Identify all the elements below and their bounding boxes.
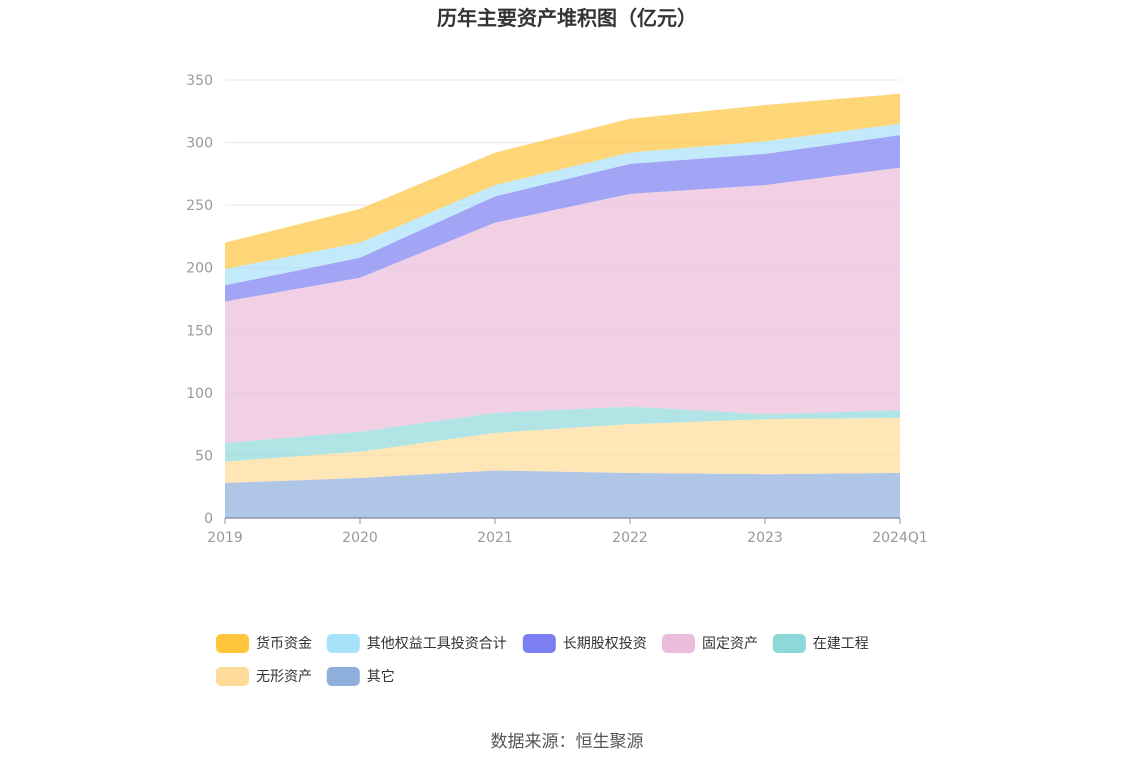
y-tick-label: 100 <box>186 386 213 402</box>
area-3 <box>225 167 900 443</box>
legend-item[interactable]: 其它 <box>326 667 395 686</box>
area-1 <box>225 417 900 483</box>
area-6 <box>225 93 900 269</box>
area-series <box>225 93 900 518</box>
area-2 <box>225 406 900 462</box>
legend-swatch <box>772 634 806 653</box>
y-tick-label: 50 <box>195 448 213 464</box>
area-4 <box>225 135 900 302</box>
legend-item[interactable]: 在建工程 <box>772 634 869 653</box>
y-tick-label: 150 <box>186 323 213 339</box>
legend-label: 在建工程 <box>813 636 869 652</box>
legend-item[interactable]: 无形资产 <box>216 667 312 686</box>
legend-item[interactable]: 固定资产 <box>662 634 758 653</box>
legend-label: 其它 <box>367 668 395 685</box>
legend-swatch <box>326 667 360 686</box>
x-tick-label: 2024Q1 <box>872 530 928 546</box>
legend-label: 长期股权投资 <box>563 636 647 652</box>
x-tick-label: 2023 <box>747 530 783 546</box>
x-tick-label: 2022 <box>612 530 648 546</box>
area-5 <box>225 123 900 286</box>
legend-swatch <box>216 667 249 686</box>
y-tick-label: 350 <box>186 73 213 89</box>
y-tick-label: 250 <box>186 198 213 214</box>
legend-label: 无形资产 <box>256 669 312 685</box>
y-tick-label: 200 <box>186 261 213 277</box>
chart-title: 历年主要资产堆积图（亿元） <box>437 6 697 30</box>
legend-label: 货币资金 <box>256 635 312 652</box>
axes: 0 50 100 150 200 250 300 350 2019 2020 2021 2022 202… <box>186 73 928 546</box>
y-tick-label: 300 <box>186 136 213 152</box>
legend-swatch <box>522 634 556 653</box>
x-tick-label: 2021 <box>477 530 513 546</box>
legend-swatch <box>662 634 695 653</box>
legend-item[interactable]: 长期股权投资 <box>522 634 647 653</box>
legend-item[interactable]: 其他权益工具投资合计 <box>326 634 507 653</box>
area-0 <box>225 470 900 518</box>
legend-swatch <box>216 634 249 653</box>
y-tick-label: 0 <box>204 511 213 527</box>
legend-label: 固定资产 <box>702 636 758 652</box>
x-tick-label: 2019 <box>207 530 243 546</box>
source-note: 数据来源：恒生聚源 <box>491 732 644 752</box>
legend-label: 其他权益工具投资合计 <box>367 636 507 652</box>
legend-swatch <box>326 634 360 653</box>
legend-item[interactable]: 货币资金 <box>216 634 312 653</box>
x-tick-label: 2020 <box>342 530 378 546</box>
